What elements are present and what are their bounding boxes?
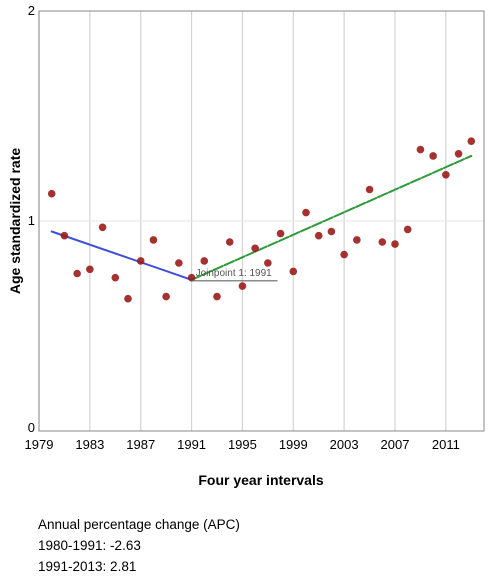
- data-point: [98, 223, 107, 232]
- data-point: [353, 236, 361, 244]
- data-point: [238, 282, 247, 290]
- x-tick-label: 2003: [330, 437, 359, 452]
- y-tick-label: 0: [28, 420, 35, 435]
- data-point: [327, 227, 336, 236]
- y-axis-ticks: 0 1 2: [28, 3, 35, 435]
- trend-segments: [50, 154, 473, 281]
- data-point: [289, 267, 298, 276]
- apc-summary: Annual percentage change (APC) 1980-1991…: [38, 514, 240, 577]
- joinpoint-annotation: Joinpoint 1: 1991: [191, 268, 278, 282]
- x-tick-label: 1987: [126, 437, 155, 452]
- data-point: [124, 294, 132, 303]
- data-point: [86, 265, 94, 274]
- data-point: [403, 225, 412, 234]
- data-point: [365, 185, 374, 194]
- y-tick-label: 2: [28, 3, 35, 18]
- trend-segment: [190, 154, 473, 281]
- data-point: [302, 208, 310, 217]
- plot-frame: [38, 10, 485, 432]
- x-tick-label: 1991: [177, 437, 206, 452]
- x-tick-label: 1999: [279, 437, 308, 452]
- x-tick-label: 1983: [75, 437, 104, 452]
- y-axis-title: Age standardized rate: [7, 148, 23, 294]
- x-axis-title: Four year intervals: [198, 472, 323, 488]
- data-point: [391, 240, 399, 248]
- data-point: [314, 231, 323, 240]
- joinpoint-label: Joinpoint 1: 1991: [196, 268, 273, 279]
- data-points: [47, 137, 476, 303]
- data-point: [378, 238, 387, 246]
- data-point: [200, 257, 209, 265]
- x-axis-ticks: 1979 1983 1987 1991 1995 1999 2003 2007 2011: [25, 437, 460, 452]
- y-tick-label: 1: [28, 213, 35, 228]
- x-tick-label: 2011: [432, 437, 460, 452]
- data-point: [162, 292, 170, 301]
- apc-line-2: 1991-2013: 2.81: [38, 559, 137, 574]
- x-tick-label: 1979: [25, 437, 54, 452]
- data-point: [264, 259, 272, 267]
- trend-segment: [50, 230, 193, 281]
- data-point: [454, 150, 463, 158]
- data-point: [187, 273, 196, 282]
- x-tick-label: 1995: [228, 437, 257, 452]
- data-point: [60, 231, 69, 240]
- data-point: [175, 259, 183, 267]
- data-point: [149, 236, 158, 244]
- data-point: [416, 145, 425, 154]
- data-point: [276, 229, 285, 238]
- grid: [38, 11, 484, 431]
- data-point: [251, 244, 259, 253]
- data-point: [73, 269, 81, 278]
- data-point: [225, 238, 234, 246]
- data-point: [47, 189, 56, 198]
- data-point: [111, 273, 120, 282]
- data-point: [429, 152, 437, 160]
- data-point: [467, 137, 476, 145]
- chart: 0 1 2 1979 1983 1987 1991 1995 1999 2003 2007 2011…: [7, 3, 485, 488]
- data-point: [213, 292, 221, 301]
- apc-title: Annual percentage change (APC): [38, 517, 240, 532]
- x-tick-label: 2007: [381, 437, 410, 452]
- data-point: [136, 257, 145, 265]
- data-point: [442, 171, 450, 179]
- data-point: [340, 250, 348, 259]
- apc-line-1: 1980-1991: -2.63: [38, 538, 141, 553]
